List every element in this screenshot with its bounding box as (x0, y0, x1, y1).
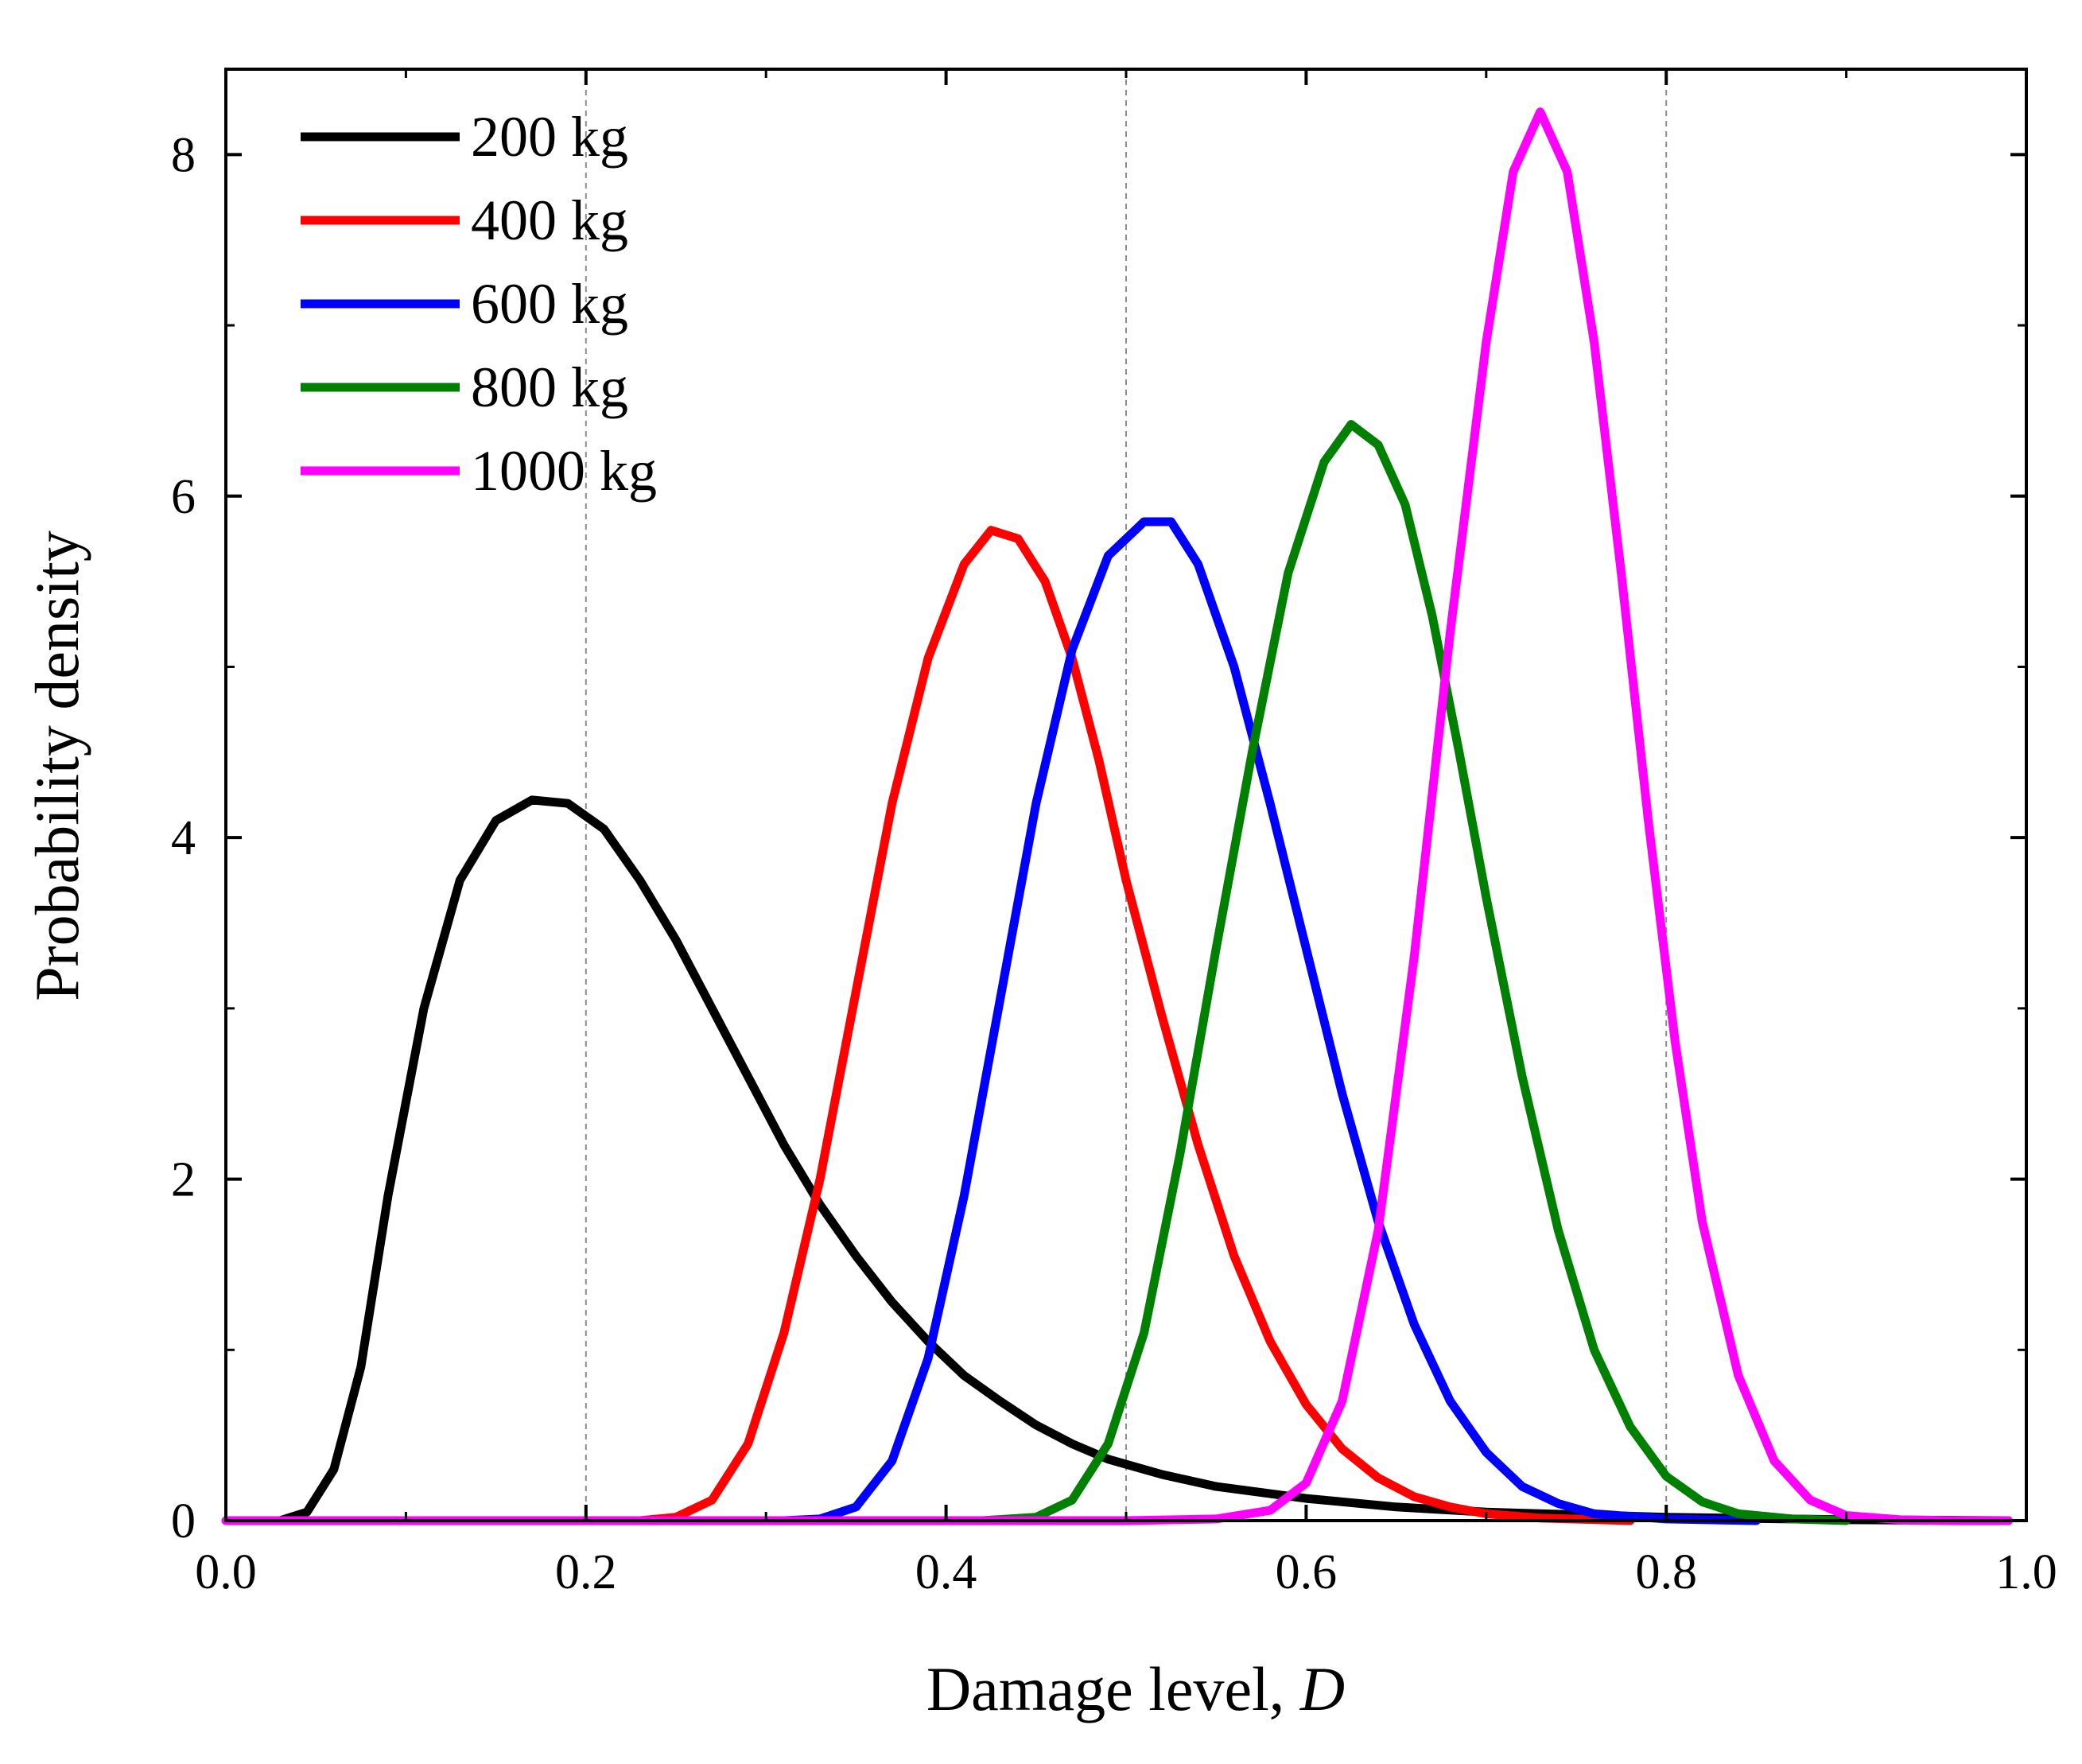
x-tick-label: 0.2 (555, 1545, 617, 1599)
y-tick-label: 6 (171, 470, 196, 524)
legend-label: 200 kg (471, 105, 628, 169)
series-line (779, 517, 1761, 1525)
series-line (275, 795, 2013, 1525)
y-tick-label: 8 (171, 128, 196, 182)
series-line (635, 526, 1635, 1525)
x-tick-label: 1.0 (1995, 1545, 2057, 1599)
y-axis-title: Probability density (22, 530, 91, 1001)
x-axis-variable: D (1299, 1654, 1345, 1723)
series-line (221, 107, 2013, 1525)
x-tick-label: 0.4 (915, 1545, 977, 1599)
x-tick-label: 0.0 (195, 1545, 257, 1599)
legend-label: 1000 kg (471, 439, 657, 503)
y-tick-label: 2 (171, 1153, 196, 1207)
y-tick-label: 4 (171, 811, 196, 865)
y-tick-label: 0 (171, 1494, 196, 1548)
series-layer (221, 107, 2013, 1525)
x-tick-label: 0.8 (1635, 1545, 1697, 1599)
axes-layer: 0.0 0.2 0.4 0.6 0.8 1.0 0 2 4 6 8 (171, 68, 2057, 1599)
legend: 200 kg 400 kg 600 kg 800 kg 1000 kg (301, 105, 657, 503)
series-line (977, 420, 1851, 1525)
x-tick-label: 0.6 (1276, 1545, 1338, 1599)
legend-label: 800 kg (471, 356, 628, 419)
grid-layer (585, 69, 1668, 1521)
legend-label: 600 kg (471, 272, 628, 336)
legend-label: 400 kg (471, 188, 628, 252)
x-axis-title: Damage level, D (926, 1654, 1345, 1723)
